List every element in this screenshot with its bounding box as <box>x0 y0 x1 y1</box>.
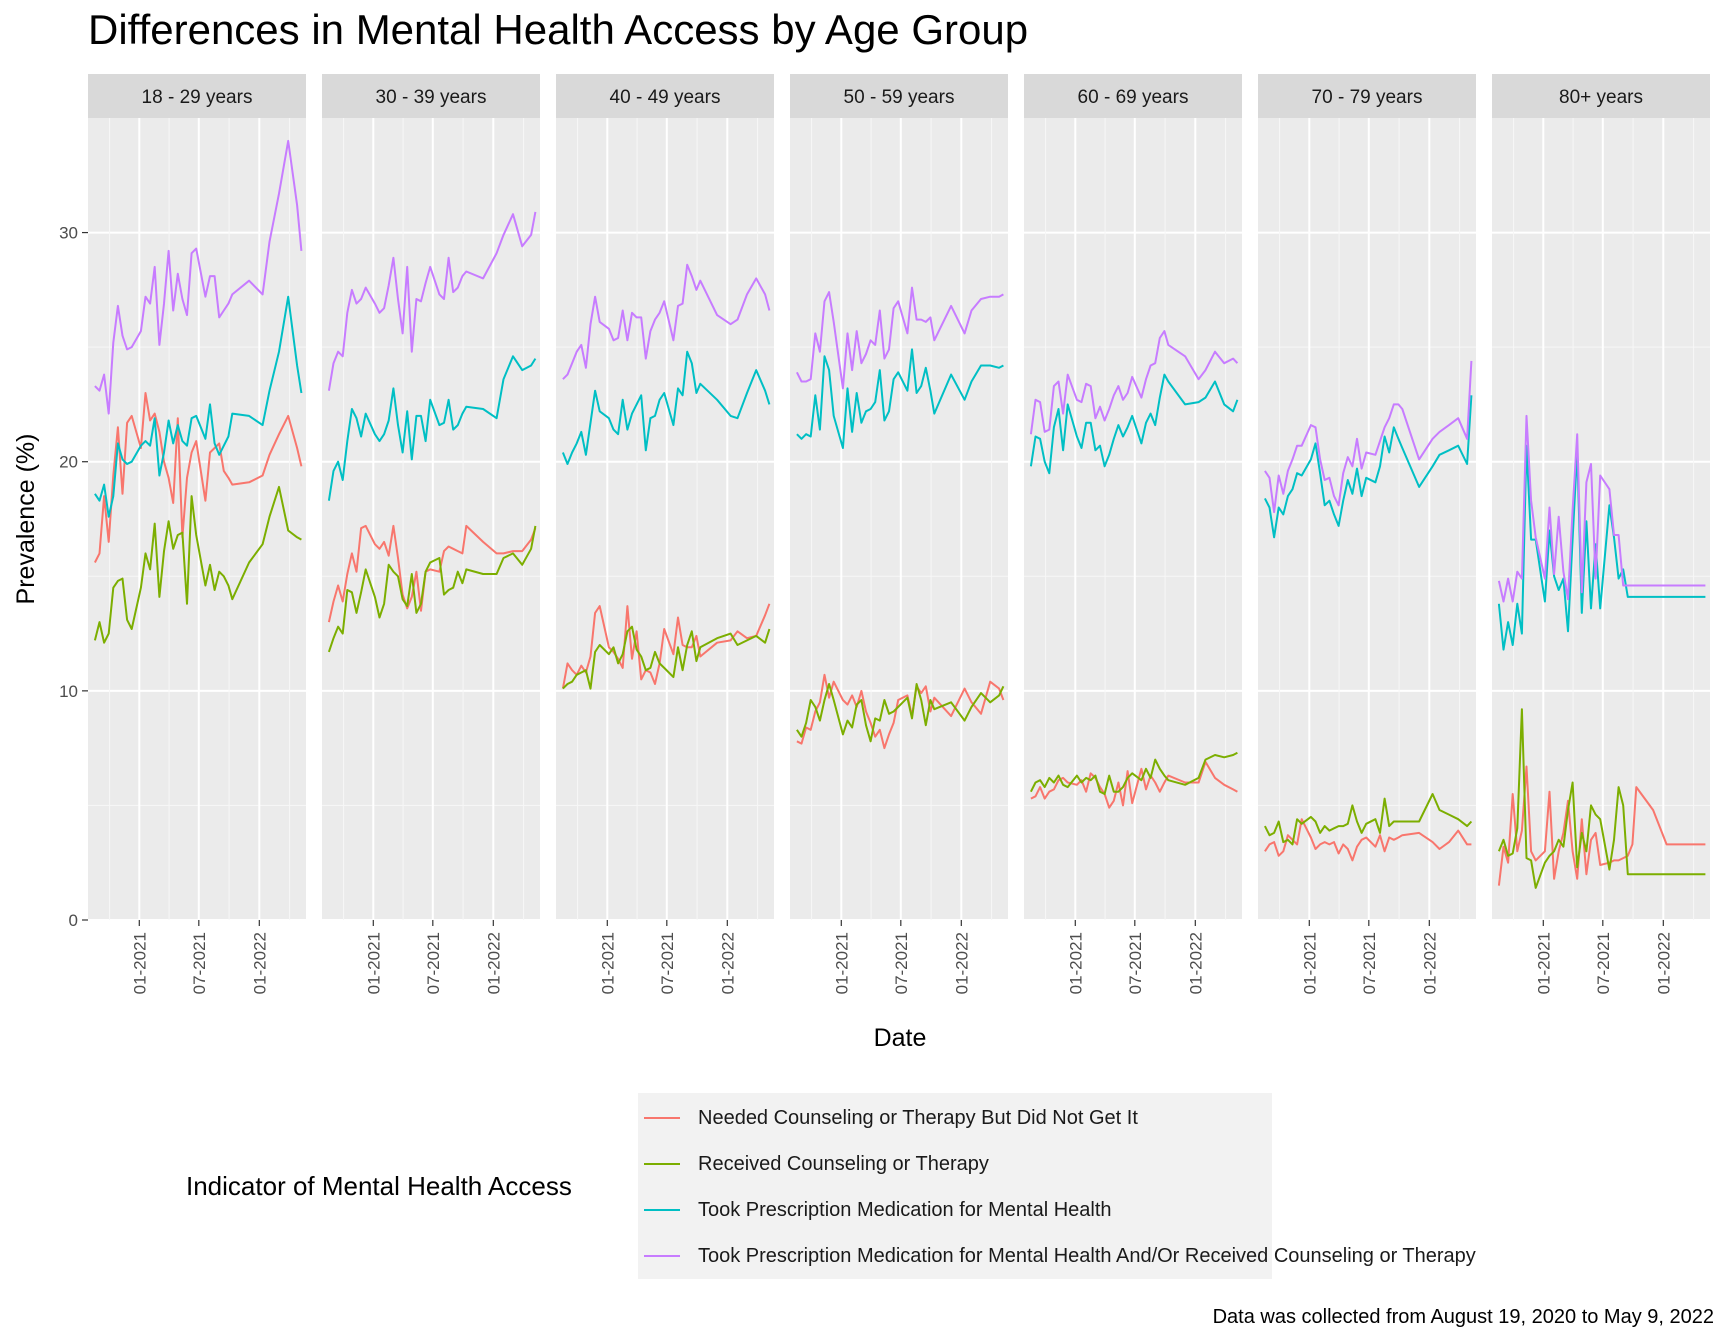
panel-7-strip <box>1492 74 1710 118</box>
y-axis-title: Prevalence (%) <box>12 434 40 605</box>
panel-6-line-needed <box>1264 818 1472 862</box>
panel-3-x-tick-label: 01-2021 <box>598 932 617 994</box>
panel-6-x-tick-label: 01-2022 <box>1420 932 1439 994</box>
y-tick-label-30: 30 <box>59 224 78 243</box>
panel-5-background <box>1024 118 1242 920</box>
panel-6-strip <box>1258 74 1476 118</box>
legend-label-either: Took Prescription Medication for Mental … <box>698 1244 1476 1267</box>
panel-6-background <box>1258 118 1476 920</box>
panel-5-strip <box>1024 74 1242 118</box>
panel-1-line-needed <box>94 392 303 563</box>
panel-5-x-tick-label: 01-2022 <box>1186 932 1205 994</box>
panel-6-x-tick-label: 01-2021 <box>1300 932 1319 994</box>
panel-2-x-tick-label: 01-2022 <box>484 932 503 994</box>
legend-item-received: Received Counseling or Therapy <box>644 1150 989 1178</box>
panel-2-x-tick-label: 01-2021 <box>364 932 383 994</box>
legend-key-received <box>644 1163 680 1165</box>
x-axis-title: Date <box>874 1024 927 1052</box>
panel-3-strip <box>556 74 774 118</box>
panel-7-line-either <box>1497 414 1706 603</box>
panel-4-background <box>790 118 1008 920</box>
panel-3-line-either <box>562 263 771 380</box>
legend-label-prescription: Took Prescription Medication for Mental … <box>698 1198 1112 1221</box>
legend-title: Indicator of Mental Health Access <box>186 1171 572 1201</box>
panel-5-line-either <box>1029 330 1239 435</box>
panel-4-x-tick-label: 07-2021 <box>892 932 911 994</box>
panel-7-strip-label: 80+ years <box>1559 87 1643 108</box>
panel-1-x-tick-label: 01-2022 <box>250 932 269 994</box>
panel-2-line-either <box>327 211 537 391</box>
legend-key-prescription <box>644 1209 680 1211</box>
panel-7-x-tick-label: 01-2021 <box>1534 932 1553 994</box>
panel-2-x-tick-label: 07-2021 <box>424 932 443 994</box>
panel-3-background <box>556 118 774 920</box>
y-tick-label-10: 10 <box>59 682 78 701</box>
panel-3-x-tick-label: 01-2022 <box>718 932 737 994</box>
legend-key-needed <box>644 1117 680 1119</box>
panel-3-line-received <box>562 625 771 690</box>
panel-1-x-tick-label: 01-2021 <box>130 932 149 994</box>
panel-5-line-prescription <box>1029 373 1239 475</box>
legend-label-received: Received Counseling or Therapy <box>698 1152 989 1175</box>
panel-6-x-tick-label: 07-2021 <box>1360 932 1379 994</box>
panel-7-line-received <box>1497 708 1706 889</box>
panel-4-line-received <box>796 683 1005 743</box>
legend <box>638 1093 1272 1279</box>
panel-1-x-tick-label: 07-2021 <box>190 932 209 994</box>
panel-2-background <box>322 118 540 920</box>
panel-4-line-either <box>796 286 1004 390</box>
legend-key-either <box>644 1255 680 1257</box>
panel-4-strip-label: 50 - 59 years <box>844 87 955 108</box>
y-tick-label-20: 20 <box>59 453 78 472</box>
panel-1-strip-label: 18 - 29 years <box>142 87 253 108</box>
panel-3-line-needed <box>561 603 771 689</box>
panel-3-strip-label: 40 - 49 years <box>610 87 721 108</box>
panel-1-line-either <box>94 139 303 415</box>
panel-4-x-tick-label: 01-2021 <box>832 932 851 994</box>
panel-1-line-prescription <box>94 295 303 518</box>
panel-6-line-prescription <box>1264 395 1473 539</box>
chart-title: Differences in Mental Health Access by A… <box>88 6 1029 53</box>
panel-2-line-prescription <box>327 355 537 501</box>
legend-item-prescription: Took Prescription Medication for Mental … <box>644 1196 1112 1224</box>
panel-6-line-either <box>1264 360 1473 514</box>
panel-7-x-tick-label: 07-2021 <box>1594 932 1613 994</box>
panel-4-line-prescription <box>796 348 1004 449</box>
caption: Data was collected from August 19, 2020 … <box>1212 1306 1714 1328</box>
panel-1-strip <box>88 74 306 118</box>
panel-1-line-received <box>93 485 302 644</box>
panel-4-strip <box>790 74 1008 118</box>
y-tick-label-0: 0 <box>69 911 78 930</box>
legend-item-either: Took Prescription Medication for Mental … <box>644 1242 1476 1270</box>
panel-5-x-tick-label: 07-2021 <box>1126 932 1145 994</box>
panel-5-strip-label: 60 - 69 years <box>1078 87 1189 108</box>
panel-2-strip-label: 30 - 39 years <box>376 87 487 108</box>
panel-5-x-tick-label: 01-2021 <box>1066 932 1085 994</box>
panel-2-line-received <box>327 525 537 653</box>
panel-1-background <box>88 118 306 920</box>
legend-label-needed: Needed Counseling or Therapy But Did Not… <box>698 1106 1138 1129</box>
panel-6-line-received <box>1264 793 1473 846</box>
panel-3-x-tick-label: 07-2021 <box>658 932 677 994</box>
panel-5-line-received <box>1030 751 1238 795</box>
panel-4-line-needed <box>796 673 1005 750</box>
panel-7-line-needed <box>1497 765 1706 886</box>
panel-7-x-tick-label: 01-2022 <box>1654 932 1673 994</box>
panel-2-strip <box>322 74 540 118</box>
legend-item-needed: Needed Counseling or Therapy But Did Not… <box>644 1104 1138 1132</box>
panel-4-x-tick-label: 01-2022 <box>952 932 971 994</box>
panel-3-line-prescription <box>561 350 771 465</box>
panel-6-strip-label: 70 - 79 years <box>1312 87 1423 108</box>
panel-2-line-needed <box>327 524 537 623</box>
